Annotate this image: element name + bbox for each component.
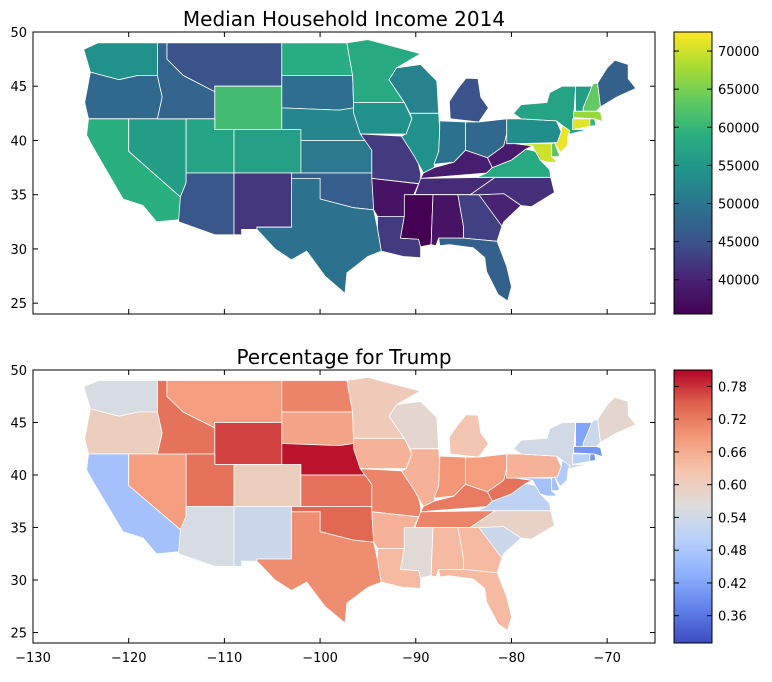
x-tick-label: −90 [402, 651, 429, 666]
state-co [233, 464, 302, 507]
colorbar-tick-label: 50000 [718, 197, 759, 212]
y-tick-label: 25 [10, 627, 27, 642]
state-ri [589, 118, 597, 127]
map-panel-2: Percentage for Trump 25 30 35 40 45 50 −130 −120… [10, 345, 747, 666]
colorbar-tick-label: 70000 [718, 45, 759, 60]
x-tick-label: −120 [111, 651, 147, 666]
colorbar-tick-label: 0.78 [718, 380, 747, 395]
state-ks [300, 140, 373, 174]
colorbar-gradient [673, 369, 713, 644]
y-tick-label: 30 [10, 574, 27, 589]
states-layer [83, 39, 637, 302]
state-sd [281, 411, 355, 447]
state-mi [442, 77, 489, 123]
x-tick-label: −70 [593, 651, 620, 666]
state-wy [214, 422, 283, 465]
y-tick-label: 45 [10, 80, 27, 95]
state-me [597, 396, 637, 444]
y-tick-label: 40 [10, 469, 27, 484]
state-tx [256, 177, 382, 295]
axes-frame [32, 31, 656, 315]
states-layer [83, 376, 637, 632]
colorbar-tick-label: 65000 [718, 83, 759, 98]
colorbar-tick-label: 0.42 [718, 577, 747, 592]
state-pa [506, 453, 562, 479]
state-va [476, 148, 552, 178]
chart-title: Median Household Income 2014 [183, 7, 505, 31]
state-fl [438, 569, 512, 632]
colorbar: 40000 45000 50000 55000 60000 65000 70000 [673, 31, 759, 315]
colorbar-tick-label: 45000 [718, 236, 759, 251]
colorbar: 0.36 0.42 0.48 0.54 0.60 0.66 0.72 0.78 [673, 369, 747, 644]
y-tick-label: 35 [10, 189, 27, 204]
x-tick-label: −100 [302, 651, 338, 666]
state-tx [256, 511, 382, 624]
state-ia [353, 102, 413, 135]
y-tick-label: 45 [10, 417, 27, 432]
state-de [551, 476, 560, 492]
x-tick-label: −80 [498, 651, 525, 666]
colorbar-tick-label: 0.54 [718, 511, 747, 526]
y-tick-label: 35 [10, 522, 27, 537]
y-tick-label: 50 [10, 26, 27, 41]
state-or [84, 71, 163, 120]
state-me [597, 59, 637, 108]
colorbar-tick-label: 40000 [718, 274, 759, 289]
state-nd [281, 42, 354, 76]
state-fl [438, 237, 512, 302]
state-sd [281, 75, 355, 111]
colorbar-tick-label: 0.48 [718, 544, 747, 559]
state-ma [573, 446, 608, 459]
state-ia [353, 437, 413, 470]
state-az [178, 172, 235, 236]
colorbar-tick-label: 0.36 [718, 610, 747, 625]
state-nj [553, 459, 571, 488]
state-nj [553, 124, 571, 154]
colorbar-tick-label: 0.66 [718, 446, 747, 461]
state-co [233, 129, 302, 174]
y-tick-label: 30 [10, 243, 27, 258]
y-tick-label: 50 [10, 364, 27, 379]
state-wy [214, 85, 283, 131]
state-az [178, 506, 235, 567]
state-or [84, 408, 163, 455]
state-mi [442, 413, 489, 458]
colorbar-tick-label: 0.72 [718, 413, 747, 428]
x-tick-label: −130 [15, 651, 51, 666]
chart-title: Percentage for Trump [236, 345, 451, 369]
colorbar-tick-label: 55000 [718, 159, 759, 174]
state-ri [589, 453, 597, 462]
state-va [476, 482, 552, 512]
state-pa [506, 118, 562, 145]
axes-frame [32, 369, 656, 644]
state-ma [573, 110, 608, 124]
state-ct [572, 453, 591, 465]
state-nm [233, 172, 292, 236]
state-ct [572, 118, 591, 131]
state-nm [233, 506, 292, 567]
state-de [551, 142, 560, 158]
y-tick-label: 40 [10, 134, 27, 149]
state-ks [300, 474, 373, 507]
map-panel-1: Median Household Income 2014 25 30 35 40 45 50… [10, 7, 759, 315]
state-nd [281, 380, 354, 413]
colorbar-gradient [673, 31, 713, 315]
colorbar-tick-label: 60000 [718, 121, 759, 136]
colorbar-tick-label: 0.60 [718, 479, 747, 494]
y-tick-label: 25 [10, 297, 27, 312]
x-tick-label: −110 [207, 651, 243, 666]
